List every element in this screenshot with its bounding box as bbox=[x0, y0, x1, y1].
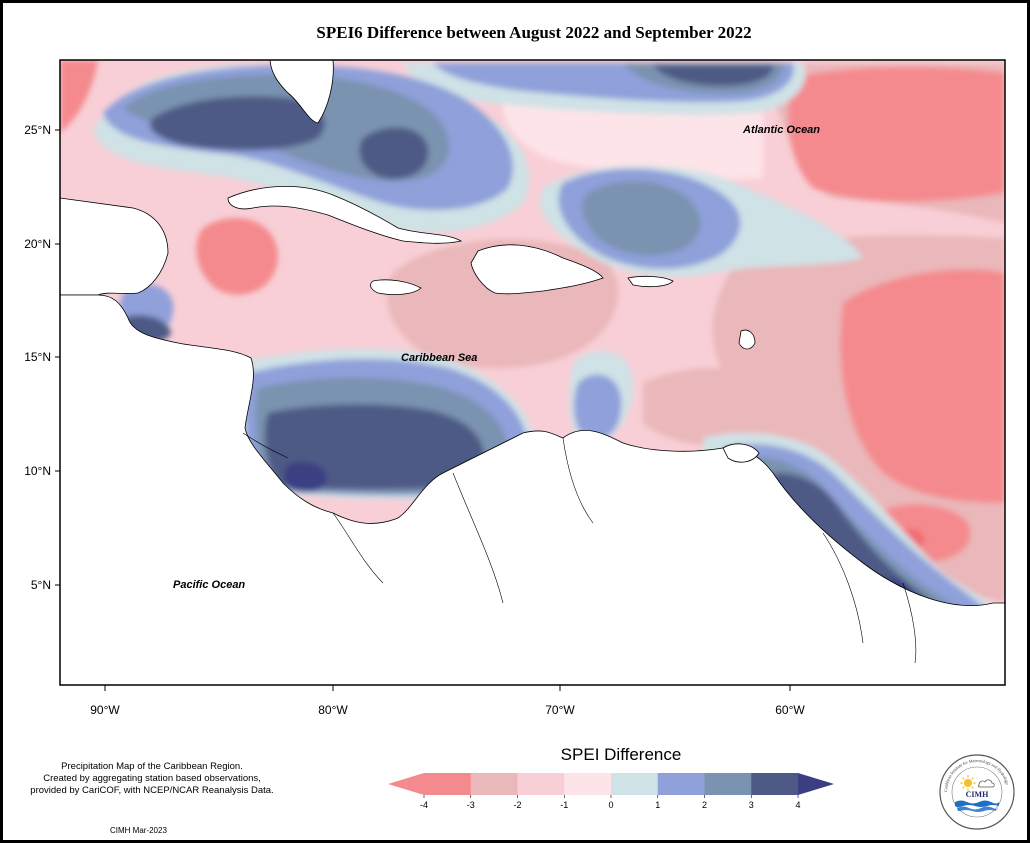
central-south-america bbox=[60, 294, 1005, 685]
colorbar-swatch bbox=[564, 773, 612, 795]
colorbar-tick-label: 3 bbox=[749, 800, 754, 810]
borders bbox=[242, 432, 917, 664]
guadeloupe bbox=[738, 329, 756, 350]
jamaica bbox=[370, 279, 422, 295]
legend-colorbar: -4 -3 -2 -1 0 1 2 3 4 bbox=[388, 773, 834, 810]
plot-frame bbox=[59, 59, 1006, 686]
credit-text: Precipitation Map of the Caribbean Regio… bbox=[11, 761, 293, 797]
colorbar-swatch bbox=[470, 773, 518, 795]
puerto-rico bbox=[627, 275, 674, 288]
pacific-ocean-label: Pacific Ocean bbox=[173, 579, 245, 591]
field-eab7ba-lesser bbox=[643, 368, 794, 447]
colorbar-tick-label: 0 bbox=[608, 800, 613, 810]
colorbar-tick-label: 2 bbox=[702, 800, 707, 810]
legend-title: SPEI Difference bbox=[560, 745, 682, 764]
colorbar-tick-label: -3 bbox=[467, 800, 475, 810]
land-masses bbox=[60, 60, 1005, 685]
caribbean-sea-label: Caribbean Sea bbox=[401, 352, 477, 364]
colorbar-swatch bbox=[751, 773, 799, 795]
field-f48a8d-nw bbox=[60, 60, 98, 133]
field-8fa0da-venez bbox=[574, 374, 622, 441]
map-title: SPEI6 Difference between August 2022 and… bbox=[316, 23, 752, 42]
date-stamp: CIMH Mar-2023 bbox=[110, 826, 167, 835]
credit-line: Precipitation Map of the Caribbean Regio… bbox=[61, 761, 243, 772]
field-f48a8d-w bbox=[196, 218, 278, 295]
cuba bbox=[227, 185, 463, 244]
field-f48a8d-e bbox=[840, 269, 1005, 503]
lat-tick-5n: 5°N bbox=[31, 578, 51, 592]
colorbar-tick-label: -1 bbox=[560, 800, 568, 810]
colorbar-low-arrow bbox=[388, 773, 424, 795]
credit-line: provided by CariCOF, with NCEP/NCAR Rean… bbox=[30, 785, 274, 796]
florida bbox=[269, 60, 334, 124]
field-4e5a85-bahamas bbox=[359, 127, 429, 180]
lat-tick-25n: 25°N bbox=[24, 123, 51, 137]
lon-tick-80w: 80°W bbox=[318, 703, 348, 717]
water-waves-icon bbox=[955, 800, 999, 812]
lat-tick-20n: 20°N bbox=[24, 237, 51, 251]
lat-tick-10n: 10°N bbox=[24, 464, 51, 478]
colorbar-swatch bbox=[611, 773, 659, 795]
hispaniola bbox=[470, 244, 604, 295]
lon-tick-60w: 60°W bbox=[775, 703, 805, 717]
mexico-gulf-coast bbox=[60, 197, 169, 296]
colorbar-tick-label: -4 bbox=[420, 800, 428, 810]
colorbar-high-arrow bbox=[798, 773, 834, 795]
lat-tick-15n: 15°N bbox=[24, 350, 51, 364]
spei-difference-map: 25°N 20°N 15°N 10°N 5°N 90°W 80°W 70°W 6… bbox=[24, 59, 1006, 810]
field-7a93b0-east bbox=[582, 181, 701, 256]
sun-icon bbox=[960, 775, 976, 791]
field-f48a8d-ne bbox=[788, 66, 1005, 202]
cimh-logo: Caribbean Institute for Meteorology and … bbox=[939, 754, 1015, 830]
field-4e5a85-north bbox=[149, 96, 325, 151]
field-4e5a85-top bbox=[653, 65, 774, 87]
logo-text: CIMH bbox=[966, 790, 989, 799]
colorbar-tick-label: 1 bbox=[655, 800, 660, 810]
colorbar-swatch bbox=[657, 773, 705, 795]
latitude-axis: 25°N 20°N 15°N 10°N 5°N bbox=[24, 123, 60, 592]
atlantic-ocean-label: Atlantic Ocean bbox=[742, 124, 820, 136]
lon-tick-90w: 90°W bbox=[90, 703, 120, 717]
map-figure: SPEI6 Difference between August 2022 and… bbox=[3, 3, 1027, 840]
colorbar-tick-label: -2 bbox=[513, 800, 521, 810]
colorbar-swatch bbox=[424, 773, 472, 795]
spei-field bbox=[60, 60, 1005, 685]
credit-line: Created by aggregating station based obs… bbox=[43, 773, 261, 784]
colorbar-swatch bbox=[517, 773, 565, 795]
cloud-icon bbox=[978, 779, 995, 788]
longitude-axis: 90°W 80°W 70°W 60°W bbox=[90, 685, 805, 717]
field-3b3f82-south bbox=[283, 461, 327, 493]
trinidad bbox=[722, 443, 760, 463]
colorbar-swatch bbox=[704, 773, 752, 795]
lon-tick-70w: 70°W bbox=[545, 703, 575, 717]
colorbar-tick-label: 4 bbox=[795, 800, 800, 810]
